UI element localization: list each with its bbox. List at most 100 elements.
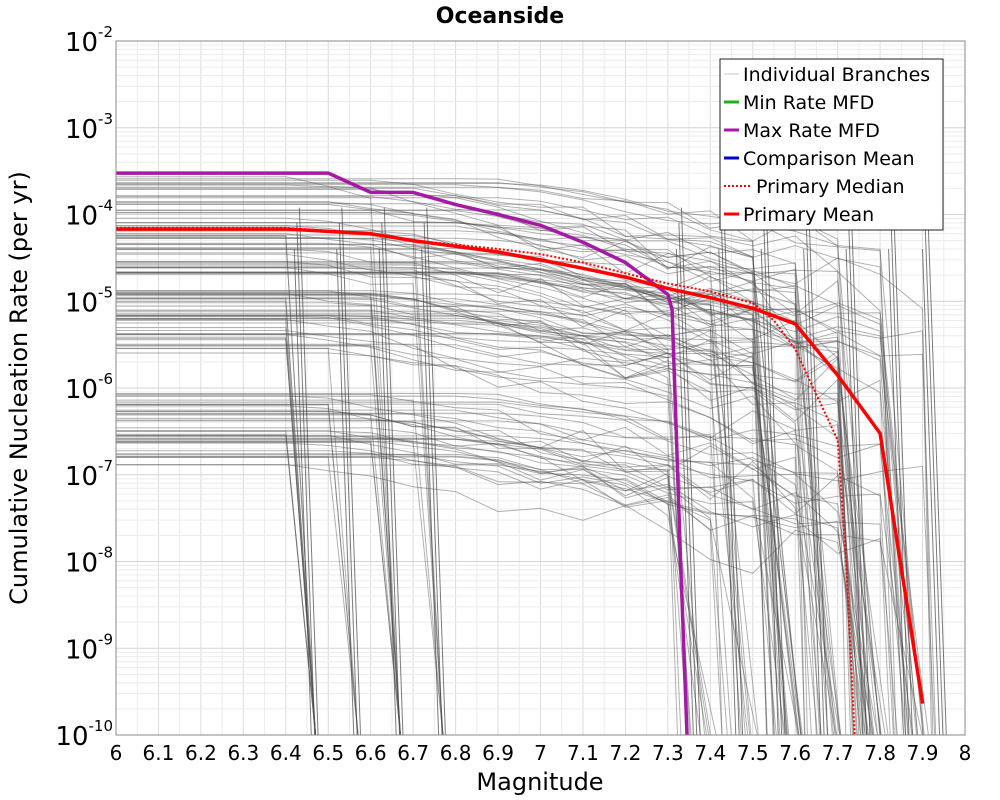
branch-drop-line — [296, 222, 316, 736]
branch-drop-line — [675, 249, 694, 736]
y-tick-label: 10-6 — [65, 370, 113, 405]
branch-line — [116, 401, 732, 736]
individual-branches — [116, 176, 947, 736]
branch-line — [116, 225, 833, 736]
branch-line — [116, 293, 751, 736]
branch-drop-line — [421, 249, 440, 736]
branch-line — [116, 333, 800, 736]
branch-line — [116, 318, 316, 736]
branch-drop-line — [338, 222, 358, 736]
branch-line — [116, 412, 863, 736]
branch-drop-line — [848, 222, 868, 736]
branch-line — [116, 204, 881, 736]
branch-line — [116, 243, 817, 736]
series-primary-mean — [116, 227, 925, 704]
branch-line — [116, 404, 359, 736]
branch-line — [116, 339, 316, 736]
branch-line — [116, 438, 914, 736]
branch-line — [116, 294, 874, 736]
y-tick-label: 10-8 — [65, 544, 113, 579]
x-tick-label: 6 — [110, 741, 123, 765]
y-axis-label: Cumulative Nucleation Rate (per yr) — [5, 171, 33, 605]
branch-line — [116, 456, 898, 736]
branch-drop-line — [423, 222, 443, 736]
branch-line — [116, 305, 889, 736]
branch-line — [116, 464, 862, 736]
x-axis-label: Magnitude — [476, 768, 603, 796]
branch-line — [116, 420, 682, 736]
branch-line — [116, 179, 866, 736]
branch-line — [116, 296, 401, 736]
branch-drop-line — [381, 222, 401, 736]
x-tick-label: 7.8 — [864, 741, 896, 765]
branch-line — [116, 327, 316, 736]
branch-line — [116, 434, 316, 736]
branch-line — [116, 315, 787, 736]
branch-drop-line — [678, 222, 698, 736]
branch-line — [116, 314, 857, 736]
y-tick-label: 10-2 — [65, 23, 113, 58]
x-tick-label: 6.2 — [185, 741, 217, 765]
x-tick-label: 6.3 — [227, 741, 259, 765]
branch-line — [116, 317, 895, 736]
branch-line — [116, 248, 759, 736]
branch-line — [116, 348, 913, 736]
x-tick-label: 6.7 — [397, 741, 429, 765]
y-tick-label: 10-9 — [65, 630, 113, 665]
branch-line — [116, 225, 868, 736]
branch-line — [116, 411, 837, 736]
branch-line — [116, 244, 742, 736]
series-primary-median — [116, 226, 856, 736]
branch-line — [116, 314, 882, 736]
branch-line — [116, 261, 781, 736]
branch-drop-line — [718, 249, 737, 736]
x-tick-label: 7.4 — [694, 741, 726, 765]
branch-line — [116, 293, 401, 736]
branch-line — [116, 201, 802, 736]
branch-line — [116, 195, 788, 736]
chart-title: Oceanside — [436, 4, 564, 29]
legend-label: Comparison Mean — [743, 148, 915, 170]
branch-line — [116, 196, 767, 736]
branch-line — [116, 222, 841, 736]
branch-line — [116, 253, 847, 736]
branch-line — [116, 298, 723, 736]
branch-drop-line — [803, 249, 822, 736]
branch-line — [116, 330, 692, 736]
branch-line — [116, 318, 842, 736]
branch-line — [116, 435, 701, 736]
branch-drop-line — [426, 207, 446, 736]
branch-line — [116, 292, 789, 736]
branch-drop-line — [341, 207, 362, 736]
branch-line — [116, 434, 316, 736]
branch-line — [116, 438, 777, 736]
branch-line — [116, 333, 706, 736]
branch-line — [116, 290, 882, 736]
branch-line — [116, 292, 878, 736]
branch-line — [116, 345, 812, 736]
branch-line — [116, 310, 784, 736]
branch-line — [116, 322, 689, 736]
x-tick-label: 7.1 — [567, 741, 599, 765]
branch-drop-line — [927, 207, 947, 736]
branch-line — [116, 237, 775, 736]
branch-line — [116, 298, 316, 736]
branch-line — [116, 291, 854, 736]
y-tick-label: 10-5 — [65, 283, 113, 318]
branch-drop-line — [293, 249, 312, 736]
x-tick-label: 6.4 — [270, 741, 302, 765]
branch-drop-line — [808, 207, 828, 736]
branch-line — [116, 333, 862, 736]
series-max-rate-mfd — [116, 171, 689, 736]
branch-drop-line — [805, 222, 825, 736]
branch-line — [116, 450, 723, 736]
branch-line — [116, 464, 874, 736]
branch-line — [116, 430, 711, 736]
branch-line — [116, 347, 359, 736]
branch-line — [116, 209, 802, 736]
branch-line — [116, 187, 904, 736]
x-tick-label: 6.6 — [355, 741, 387, 765]
x-tick-label: 7.9 — [907, 741, 939, 765]
branch-line — [116, 319, 886, 736]
